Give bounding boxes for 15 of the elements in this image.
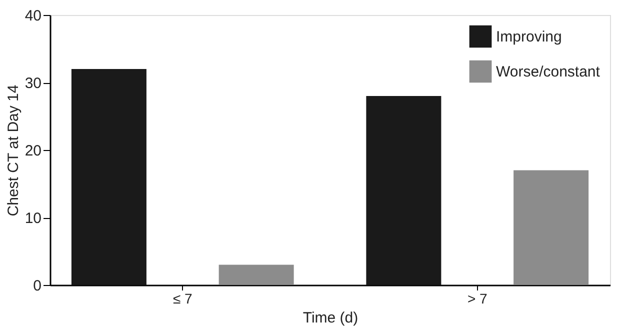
y-tick-label: 20: [24, 142, 42, 160]
bar: [71, 69, 146, 285]
legend-label: Worse/constant: [496, 64, 601, 80]
x-axis-title: Time (d): [302, 310, 358, 326]
bar: [218, 264, 294, 285]
legend-label: Improving: [496, 28, 562, 46]
y-tick-label: 40: [24, 8, 42, 24]
y-tick-label: 0: [33, 278, 42, 294]
y-tick-label: 10: [24, 210, 42, 227]
y-axis-title: Chest CT at Day 14: [4, 84, 22, 216]
x-tick-label: > 7: [467, 290, 488, 306]
bar: [514, 170, 589, 285]
x-tick-label: ≤ 7: [172, 290, 193, 306]
bar: [366, 96, 442, 285]
y-tick-label: 30: [24, 75, 42, 92]
